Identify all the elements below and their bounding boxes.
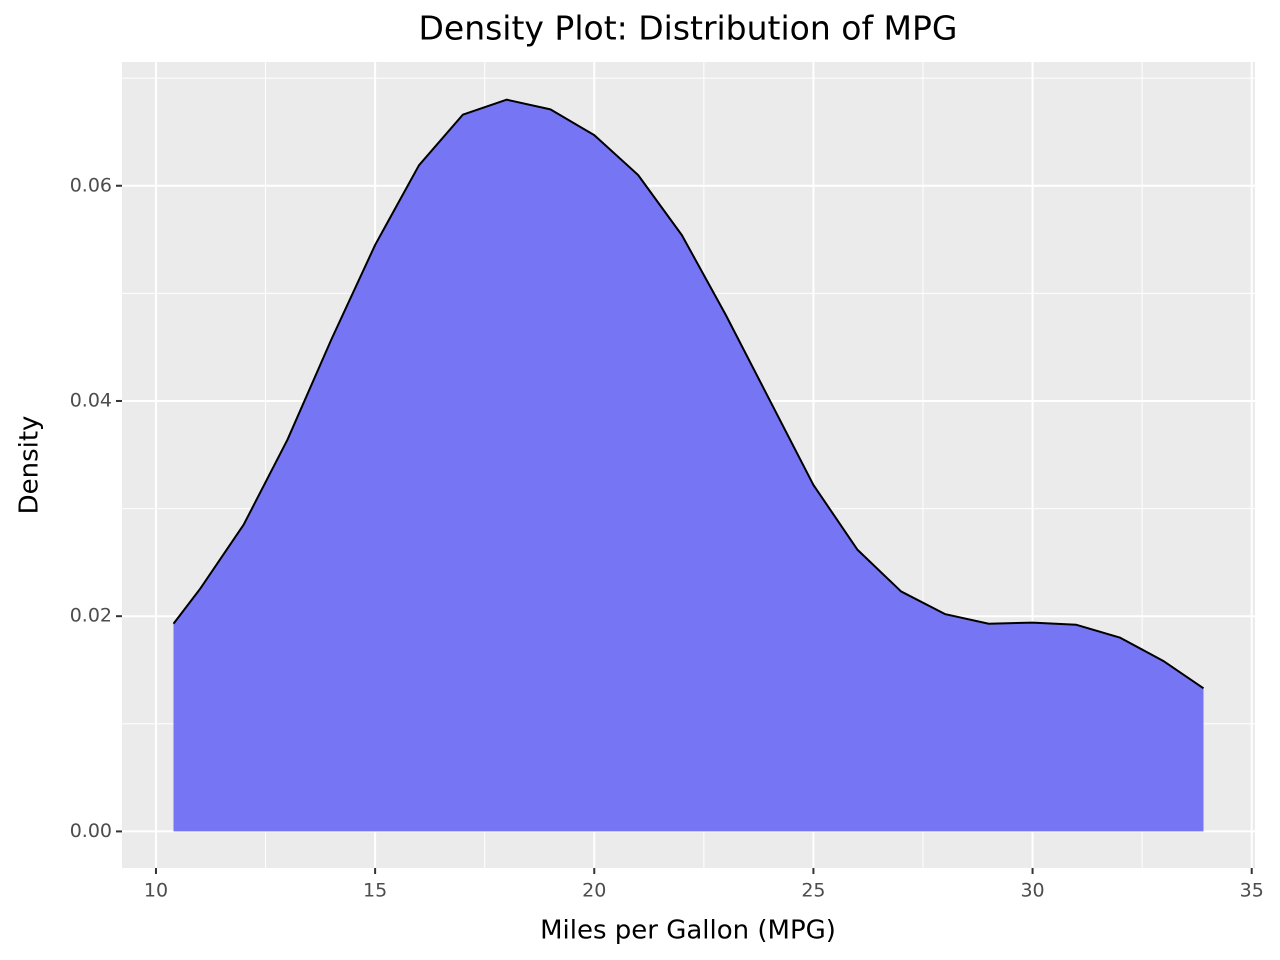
y-tick-label: 0.02 (70, 605, 112, 627)
density-line (172, 98, 1205, 690)
x-tick-label: 30 (1020, 880, 1044, 902)
y-tick-label: 0.06 (70, 174, 112, 196)
x-axis-label: Miles per Gallon (MPG) (540, 916, 836, 946)
y-tick-label: 0.04 (70, 389, 112, 411)
axes: 10 15 20 25 30 35 0.00 0.02 0.04 0.06 (70, 174, 1264, 901)
x-tick-label: 15 (363, 880, 387, 902)
y-tick-label: 0.00 (70, 820, 112, 842)
x-tick-label: 20 (582, 880, 606, 902)
x-tick-label: 35 (1240, 880, 1264, 902)
marks (172, 98, 1205, 832)
density-area (173, 99, 1204, 832)
x-tick-label: 25 (801, 880, 825, 902)
x-tick-label: 10 (144, 880, 168, 902)
y-axis-label: Density (15, 416, 45, 515)
chart-title: Density Plot: Distribution of MPG (418, 9, 957, 48)
